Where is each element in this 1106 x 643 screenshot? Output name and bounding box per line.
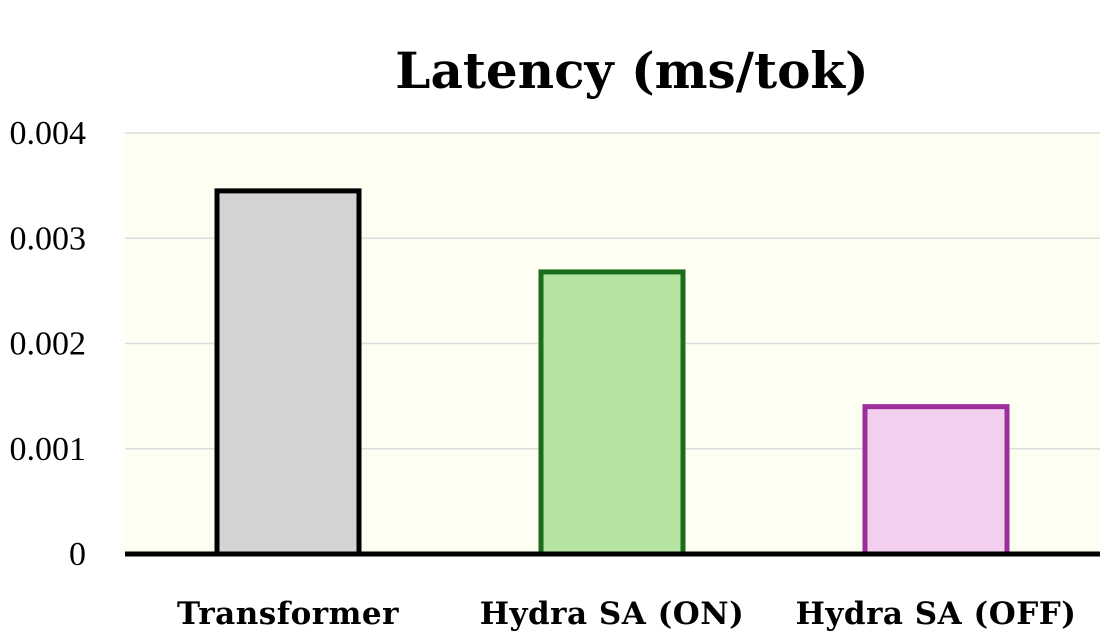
x-tick-label: Hydra SA (ON)	[480, 596, 745, 632]
y-tick-label: 0	[69, 536, 86, 573]
y-tick-label: 0.003	[10, 220, 87, 257]
y-tick-label: 0.004	[10, 115, 87, 152]
bar-hydra-sa-off	[862, 404, 1010, 557]
y-tick-label: 0.002	[10, 326, 87, 363]
chart-title: Latency (ms/tok)	[395, 41, 868, 100]
x-tick-label: Hydra SA (OFF)	[796, 596, 1077, 632]
y-tick-label: 0.001	[10, 431, 87, 468]
y-axis-ticks: 0 0.001 0.002 0.003 0.004	[10, 115, 87, 573]
x-axis-ticks: Transformer Hydra SA (ON) Hydra SA (OFF)	[177, 596, 1076, 632]
x-tick-label: Transformer	[177, 596, 399, 632]
bar-hydra-sa-on	[538, 269, 686, 557]
bar-transformer	[214, 188, 362, 557]
